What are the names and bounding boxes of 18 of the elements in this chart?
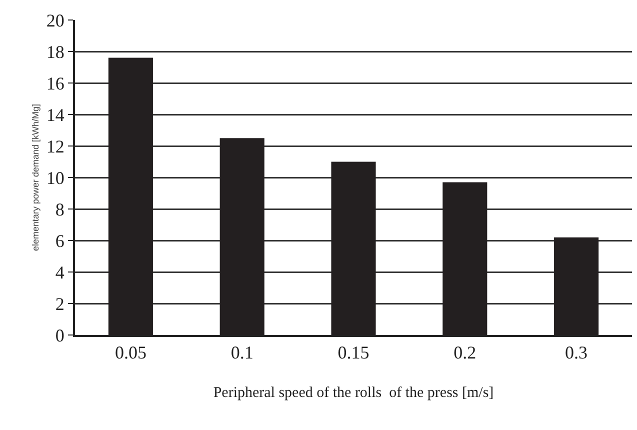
x-tick-label: 0.1 [230,342,254,363]
x-tick-label: 0.3 [565,342,588,363]
x-tick-label: 0.2 [454,342,476,363]
y-tick-label: 0 [55,325,64,346]
y-axis-title: elementary power demand [kWh/Mg] [30,104,40,252]
x-axis-title: Peripheral speed of the rolls of the press [m/s] [213,385,494,402]
x-tick-label: 0.05 [114,342,146,363]
y-tick-label: 8 [55,199,64,220]
y-tick-label: 14 [46,104,64,125]
y-tick-label: 12 [46,136,64,156]
y-tick-label: 4 [55,262,64,282]
y-tick-label: 2 [55,294,64,314]
x-tick-label: 0.15 [338,342,370,363]
y-tick-label: 16 [46,73,64,94]
y-tick-label: 10 [46,168,64,188]
y-tick-label: 6 [55,230,64,251]
y-tick-label: 18 [46,42,64,62]
y-tick-label: 20 [46,10,64,30]
